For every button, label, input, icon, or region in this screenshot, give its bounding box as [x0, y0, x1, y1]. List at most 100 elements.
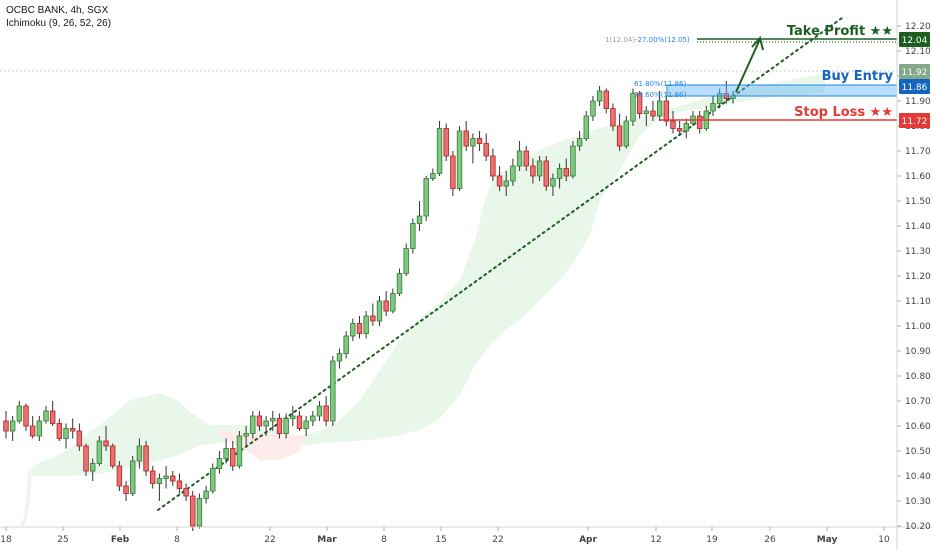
candle	[543, 156, 549, 191]
candle	[503, 171, 509, 196]
indicator-label: Ichimoku (9, 26, 52, 26)	[6, 18, 112, 29]
price-tag-take-profit-text: 12.04	[902, 36, 928, 46]
y-tick-label: 11.30	[905, 247, 931, 257]
candle-body	[676, 128, 683, 132]
candle-body	[136, 445, 143, 462]
candle	[303, 416, 309, 436]
candle	[250, 411, 256, 439]
x-tick-label: 12	[650, 535, 661, 545]
candle-body	[376, 300, 383, 322]
candle	[536, 156, 543, 181]
candle-body	[616, 125, 623, 147]
candle	[696, 111, 703, 134]
candle-body	[556, 168, 563, 179]
candle	[583, 111, 589, 141]
candle-body	[643, 110, 649, 114]
candle-body	[463, 130, 469, 147]
candle	[683, 118, 690, 139]
candle-body	[230, 448, 236, 467]
candle	[390, 288, 396, 314]
candle	[463, 121, 469, 151]
ichimoku-cloud-bull	[30, 74, 825, 476]
y-tick-label: 12.20	[905, 22, 931, 32]
candle	[83, 443, 89, 476]
x-tick-label: 25	[57, 535, 68, 545]
candle-body	[250, 415, 256, 434]
candle	[663, 96, 670, 126]
candle	[3, 411, 9, 439]
candle	[310, 411, 316, 426]
candle-body	[570, 145, 576, 177]
candle-body	[29, 425, 36, 437]
candle-body	[143, 445, 149, 472]
candle	[183, 483, 189, 501]
candle-body	[170, 475, 176, 482]
x-tick-label: 18	[0, 535, 12, 545]
candle-body	[456, 130, 463, 189]
candle	[716, 88, 723, 109]
candle	[76, 423, 83, 451]
candle-body	[243, 433, 249, 437]
candle	[456, 126, 463, 191]
price-tag-stop-loss: 11.72	[899, 113, 930, 128]
x-tick-label: 22	[492, 535, 503, 545]
candle	[223, 438, 229, 464]
candle	[610, 103, 616, 131]
candle-body	[670, 120, 676, 129]
candle-body	[436, 128, 443, 174]
candle	[16, 401, 23, 424]
candle-body	[223, 448, 229, 459]
x-tick-label: 8	[381, 535, 387, 545]
candle-body	[343, 335, 349, 354]
candle-body	[330, 360, 336, 422]
candle	[370, 303, 376, 326]
candle	[496, 166, 503, 191]
candle-body	[63, 428, 69, 439]
candle-body	[16, 405, 23, 422]
candle-body	[116, 465, 123, 487]
candle	[110, 443, 116, 469]
candle	[49, 401, 56, 426]
candle-body	[23, 405, 29, 427]
candle-body	[450, 155, 456, 189]
candle	[623, 116, 629, 149]
y-tick-label: 10.70	[905, 397, 931, 407]
candle-body	[603, 90, 609, 109]
candle	[36, 416, 43, 441]
candle-body	[56, 423, 63, 439]
y-tick-label: 11.00	[905, 322, 931, 332]
y-tick-label: 11.10	[905, 297, 931, 307]
candle	[523, 146, 529, 171]
candle	[96, 436, 103, 466]
candle	[343, 331, 349, 359]
candle	[236, 431, 243, 469]
candle-body	[316, 405, 323, 417]
buy-entry-label: Buy Entry	[822, 69, 894, 84]
candle	[136, 438, 143, 469]
candle-body	[663, 100, 670, 122]
candle	[196, 493, 203, 529]
candle-body	[270, 418, 276, 422]
y-tick-label: 11.60	[905, 172, 931, 182]
y-tick-label: 11.90	[905, 97, 931, 107]
candle	[476, 131, 483, 151]
candle	[356, 316, 363, 339]
candle	[530, 158, 536, 184]
candle	[9, 416, 16, 441]
candle-body	[3, 420, 9, 432]
candle	[396, 268, 403, 296]
candle-body	[156, 478, 163, 484]
candle-body	[283, 418, 289, 434]
candle	[363, 311, 369, 339]
candle	[490, 148, 496, 181]
buy-entry-zone	[666, 84, 898, 97]
candle-body	[523, 150, 529, 167]
candle-body	[550, 178, 556, 187]
candle	[123, 481, 129, 501]
candle-body	[416, 215, 423, 224]
candle	[150, 466, 156, 489]
candle-body	[356, 323, 363, 334]
candle	[143, 441, 149, 476]
candle-body	[516, 150, 523, 167]
